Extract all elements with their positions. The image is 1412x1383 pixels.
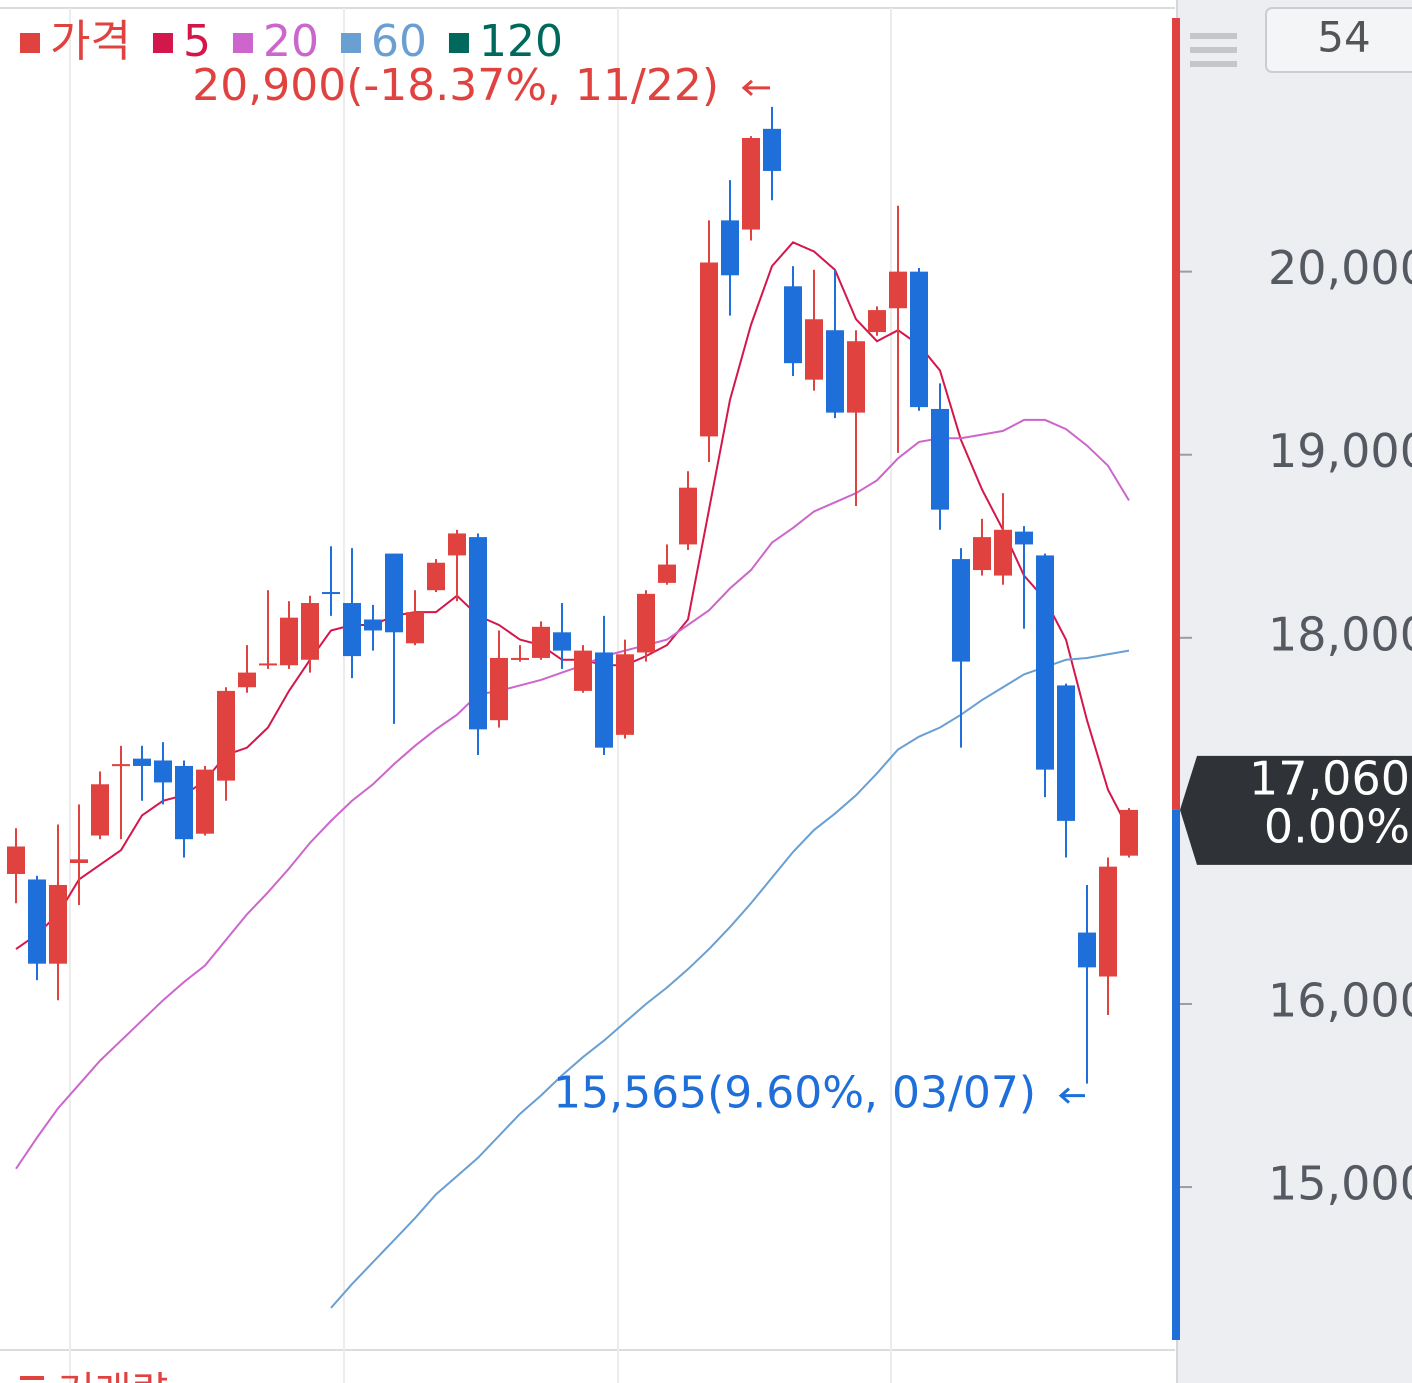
candle-body — [574, 650, 592, 691]
y-tick-label: 15,000 — [1268, 1157, 1412, 1211]
candle-body — [175, 765, 193, 840]
candle-body — [427, 562, 445, 591]
candle-body — [721, 220, 739, 276]
candle-body — [616, 654, 634, 735]
candle-body — [49, 884, 67, 964]
candle-body — [889, 271, 907, 309]
candle-body — [847, 341, 865, 413]
count-box[interactable] — [1265, 7, 1412, 73]
candle-body — [343, 603, 361, 657]
candle-body — [931, 408, 949, 510]
candle-body — [133, 758, 151, 766]
legend-label: 5 — [183, 16, 211, 67]
legend-swatch — [448, 33, 469, 53]
candle-body — [70, 859, 88, 863]
candle-body — [280, 617, 298, 666]
candle-body — [553, 632, 571, 651]
candle-body — [679, 487, 697, 545]
candle-body — [1057, 685, 1075, 821]
candle-body — [385, 553, 403, 633]
legend-label: 120 — [479, 16, 563, 67]
candle-body — [952, 559, 970, 662]
y-tick-label: 16,000 — [1268, 973, 1412, 1027]
candle-body — [469, 537, 487, 730]
y-tick-label: 20,000 — [1268, 241, 1412, 295]
candle-body — [154, 760, 172, 783]
candle-body — [763, 128, 781, 171]
candle-body — [595, 652, 613, 748]
candle-body — [784, 286, 802, 364]
last-price-label: 17,060 — [1249, 751, 1410, 805]
candle-body — [868, 310, 886, 333]
candle-body — [742, 137, 760, 230]
candle-body — [910, 271, 928, 408]
candle-body — [490, 657, 508, 721]
y-tick-label: 18,000 — [1268, 607, 1412, 661]
candle-body — [196, 769, 214, 834]
candle-body — [112, 764, 130, 767]
ma-line — [330, 649, 1130, 1309]
legend-label: 가격 — [50, 16, 131, 67]
candle-body — [511, 657, 529, 660]
legend-label: 60 — [371, 16, 427, 67]
lower-legend-swatch — [20, 1376, 44, 1380]
candle-body — [994, 529, 1012, 576]
menu-icon[interactable] — [1190, 33, 1237, 67]
annotation-label: 20,900(-18.37%, 11/22) — [192, 60, 719, 111]
legend-swatch — [152, 33, 173, 53]
legend-swatch — [232, 33, 253, 53]
candle-body — [238, 672, 256, 688]
candle-body — [7, 846, 25, 874]
menu-bar — [1190, 61, 1237, 67]
candle-body — [91, 784, 109, 836]
candle-body — [1099, 866, 1117, 977]
candle-body — [700, 262, 718, 437]
candle-body — [826, 330, 844, 413]
annotation-arrow — [1058, 1087, 1085, 1104]
legend-label: 20 — [263, 16, 319, 67]
candle-body — [973, 537, 991, 571]
legend-swatch — [340, 33, 361, 53]
candle-body — [1078, 932, 1096, 968]
candle-body — [1120, 809, 1138, 856]
y-tick-label: 19,000 — [1268, 424, 1412, 478]
candle-body — [364, 619, 382, 631]
candle-body — [301, 603, 319, 660]
candle-body — [805, 319, 823, 380]
candle-body — [322, 592, 340, 595]
candle-body — [406, 612, 424, 644]
candles — [7, 106, 1138, 1084]
candle-body — [217, 690, 235, 781]
legend-swatch — [20, 33, 40, 53]
candle-body — [1015, 531, 1033, 545]
candle-body — [259, 663, 277, 666]
price-bar-up — [1172, 18, 1180, 810]
candle-body — [28, 879, 46, 964]
menu-bar — [1190, 47, 1237, 53]
annotation-label: 15,565(9.60%, 03/07) — [553, 1068, 1036, 1119]
count-text: 54 — [1317, 13, 1370, 62]
candle-body — [1036, 555, 1054, 770]
candle-body — [448, 533, 466, 556]
last-price-box — [1180, 755, 1412, 865]
candle-body — [658, 564, 676, 583]
candle-body — [637, 593, 655, 653]
price-bar-down — [1172, 809, 1180, 1340]
candle-body — [532, 626, 550, 658]
lower-panel-label: 거래량 — [58, 1369, 168, 1383]
last-price-change: 0.00% — [1264, 799, 1410, 853]
axis-panel — [1178, 0, 1412, 1383]
annotation-arrow — [741, 79, 770, 96]
menu-bar — [1190, 33, 1237, 39]
